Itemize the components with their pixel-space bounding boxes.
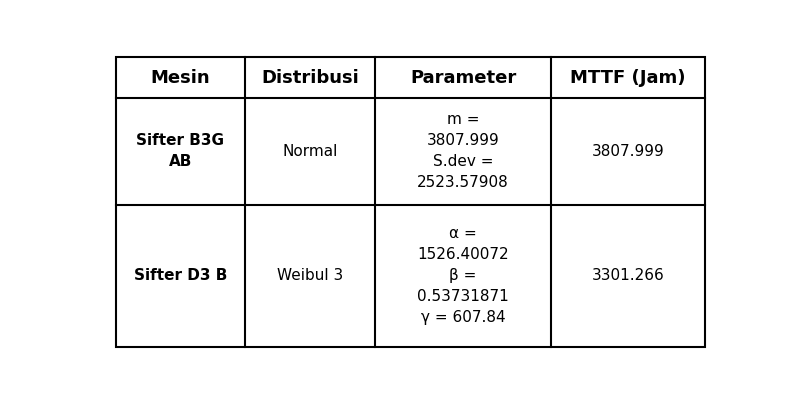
Text: α =
1526.40072
β =
0.53731871
γ = 607.84: α = 1526.40072 β = 0.53731871 γ = 607.84: [417, 226, 509, 325]
Text: Normal: Normal: [282, 144, 338, 159]
Text: Distribusi: Distribusi: [261, 68, 358, 86]
Text: MTTF (Jam): MTTF (Jam): [570, 68, 686, 86]
Text: Mesin: Mesin: [150, 68, 210, 86]
Text: 3807.999: 3807.999: [591, 144, 664, 159]
Text: Sifter D3 B: Sifter D3 B: [134, 268, 227, 283]
Text: Sifter B3G
AB: Sifter B3G AB: [136, 133, 224, 169]
Text: 3301.266: 3301.266: [591, 268, 664, 283]
Text: Parameter: Parameter: [410, 68, 516, 86]
Text: Weibul 3: Weibul 3: [277, 268, 343, 283]
Text: m =
3807.999
S.dev =
2523.57908: m = 3807.999 S.dev = 2523.57908: [417, 112, 509, 190]
